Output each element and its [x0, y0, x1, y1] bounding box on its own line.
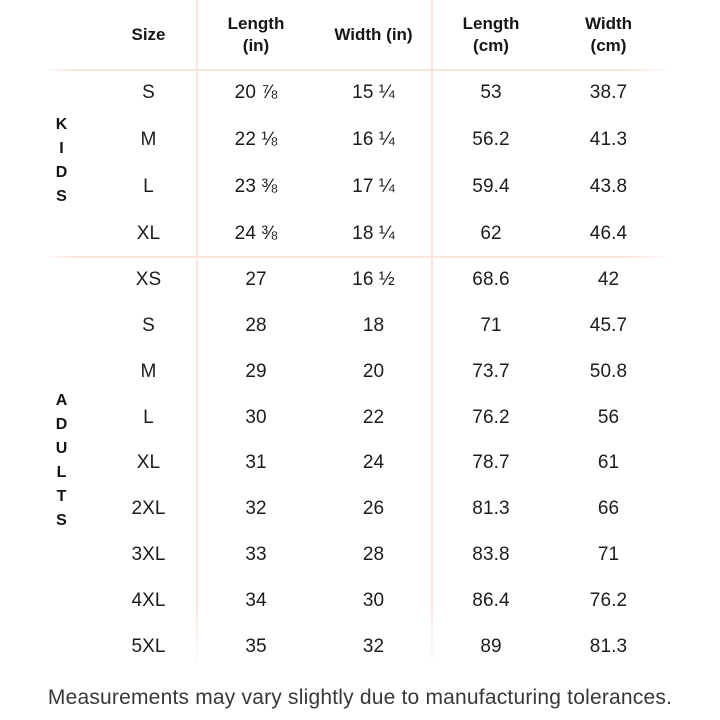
group-label-adults: ADULTS [53, 391, 70, 536]
length-cm-cell: 81.3 [472, 498, 510, 520]
length-in-cell: 27 [245, 268, 267, 290]
header-divider-line [47, 69, 667, 71]
length-cm-cell: 83.8 [472, 544, 510, 566]
width-cm-cell: 42 [597, 268, 620, 290]
length-in-cell: 29 [245, 360, 267, 382]
size-cell: L [143, 406, 154, 428]
length-cm-cell: 76.2 [472, 406, 510, 428]
length-in-cell: 31 [245, 452, 267, 474]
col-header-length-in-line1: Length [227, 14, 285, 33]
width-in-cell: 26 [362, 498, 385, 520]
length-cm-cell: 71 [480, 314, 502, 336]
width-cm-cell: 56 [597, 406, 620, 428]
group-label-kids: KIDS [53, 115, 70, 212]
col-header-width-cm: Width (cm) [550, 13, 667, 57]
length-in-cell: 30 [245, 406, 267, 428]
size-cell: S [142, 314, 155, 336]
adults-section: ADULTS XS 27 16 ½ 68.6 42 S 28 18 71 45.… [53, 257, 667, 670]
col-header-size: Size [100, 24, 197, 46]
size-cell: L [143, 175, 154, 197]
kids-section: KIDS S 20 ⅞ 15 ¼ 53 38.7 M 22 ⅛ 16 ¼ 56.… [53, 70, 667, 257]
width-cm-cell: 46.4 [589, 222, 628, 244]
length-in-cell: 23 ⅜ [234, 175, 278, 197]
width-in-cell: 24 [362, 452, 385, 474]
length-cm-cell: 53 [480, 82, 502, 104]
size-cell: 4XL [131, 590, 166, 612]
width-cm-cell: 66 [597, 498, 620, 520]
tolerance-note: Measurements may vary slightly due to ma… [47, 686, 673, 709]
length-in-cell: 20 ⅞ [234, 82, 278, 104]
table-header-row: Size Length (in) Width (in) Length (cm) … [100, 0, 667, 70]
length-in-cell: 35 [245, 636, 267, 658]
length-cm-cell: 68.6 [472, 268, 510, 290]
size-cell: S [142, 82, 155, 104]
length-in-cell: 28 [245, 314, 267, 336]
width-in-cell: 15 ¼ [352, 82, 395, 104]
width-cm-cell: 41.3 [589, 129, 628, 151]
width-in-cell: 16 ¼ [352, 129, 395, 151]
width-cm-cell: 38.7 [589, 82, 628, 104]
width-cm-cell: 45.7 [589, 314, 628, 336]
width-cm-cell: 76.2 [589, 590, 628, 612]
length-cm-cell: 86.4 [472, 590, 510, 612]
width-in-cell: 17 ¼ [352, 175, 395, 197]
col-header-width-cm-line2: (cm) [590, 36, 627, 55]
length-cm-cell: 59.4 [472, 175, 510, 197]
col-header-size-label: Size [131, 25, 166, 44]
size-cell: 5XL [131, 636, 166, 658]
width-in-cell: 18 [362, 314, 385, 336]
col-header-length-in: Length (in) [197, 13, 315, 57]
column-divider-right [431, 0, 433, 670]
width-in-cell: 22 [362, 406, 385, 428]
col-header-length-in-line2: (in) [242, 36, 270, 55]
col-header-width-in-label: Width (in) [334, 25, 413, 44]
width-cm-cell: 81.3 [589, 636, 628, 658]
col-header-length-cm-line2: (cm) [473, 36, 509, 55]
length-cm-cell: 56.2 [472, 129, 510, 151]
col-header-length-cm-line1: Length [462, 14, 520, 33]
size-cell: M [140, 129, 157, 151]
size-cell: 3XL [131, 544, 166, 566]
size-cell: 2XL [131, 498, 166, 520]
width-cm-cell: 71 [597, 544, 620, 566]
width-in-cell: 16 ½ [352, 268, 395, 290]
length-in-cell: 22 ⅛ [234, 129, 278, 151]
adults-rows: XS 27 16 ½ 68.6 42 S 28 18 71 45.7 M 29 … [100, 257, 667, 670]
width-cm-cell: 61 [597, 452, 620, 474]
width-cm-cell: 43.8 [589, 175, 628, 197]
length-in-cell: 33 [245, 544, 267, 566]
column-divider-left [196, 0, 198, 670]
size-cell: XS [135, 268, 162, 290]
length-in-cell: 32 [245, 498, 267, 520]
length-cm-cell: 62 [480, 222, 502, 244]
kids-adults-divider-line [47, 256, 667, 258]
col-header-width-in: Width (in) [315, 24, 432, 46]
width-in-cell: 18 ¼ [352, 222, 395, 244]
kids-rows: S 20 ⅞ 15 ¼ 53 38.7 M 22 ⅛ 16 ¼ 56.2 41.… [100, 70, 667, 257]
length-cm-cell: 89 [480, 636, 502, 658]
size-cell: M [140, 360, 157, 382]
width-in-cell: 30 [362, 590, 385, 612]
length-in-cell: 34 [245, 590, 267, 612]
size-cell: XL [136, 222, 161, 244]
length-cm-cell: 78.7 [472, 452, 510, 474]
width-in-cell: 28 [362, 544, 385, 566]
width-cm-cell: 50.8 [589, 360, 628, 382]
size-cell: XL [136, 452, 161, 474]
width-in-cell: 20 [362, 360, 385, 382]
width-in-cell: 32 [362, 636, 385, 658]
length-cm-cell: 73.7 [472, 360, 510, 382]
col-header-width-cm-line1: Width [584, 14, 633, 33]
col-header-length-cm: Length (cm) [432, 13, 550, 57]
length-in-cell: 24 ⅜ [234, 222, 278, 244]
